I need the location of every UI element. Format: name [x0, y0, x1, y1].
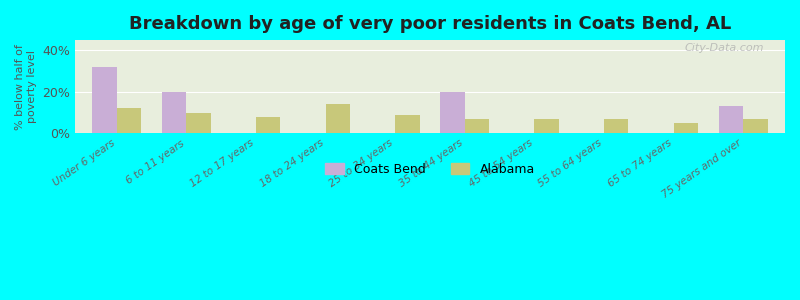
Bar — [395, 115, 419, 133]
Bar — [256, 117, 280, 133]
Bar — [465, 119, 489, 133]
Legend: Coats Bend, Alabama: Coats Bend, Alabama — [320, 158, 540, 181]
Bar — [604, 119, 628, 133]
Bar — [162, 92, 186, 133]
Bar — [117, 108, 141, 133]
Bar — [92, 67, 117, 133]
Bar — [326, 104, 350, 133]
Y-axis label: % below half of
poverty level: % below half of poverty level — [15, 44, 37, 130]
Title: Breakdown by age of very poor residents in Coats Bend, AL: Breakdown by age of very poor residents … — [129, 15, 731, 33]
Bar — [440, 92, 465, 133]
Bar — [186, 112, 210, 133]
Bar — [719, 106, 743, 133]
Text: City-Data.com: City-Data.com — [684, 43, 764, 53]
Bar — [743, 119, 767, 133]
Bar — [674, 123, 698, 133]
Bar — [534, 119, 558, 133]
